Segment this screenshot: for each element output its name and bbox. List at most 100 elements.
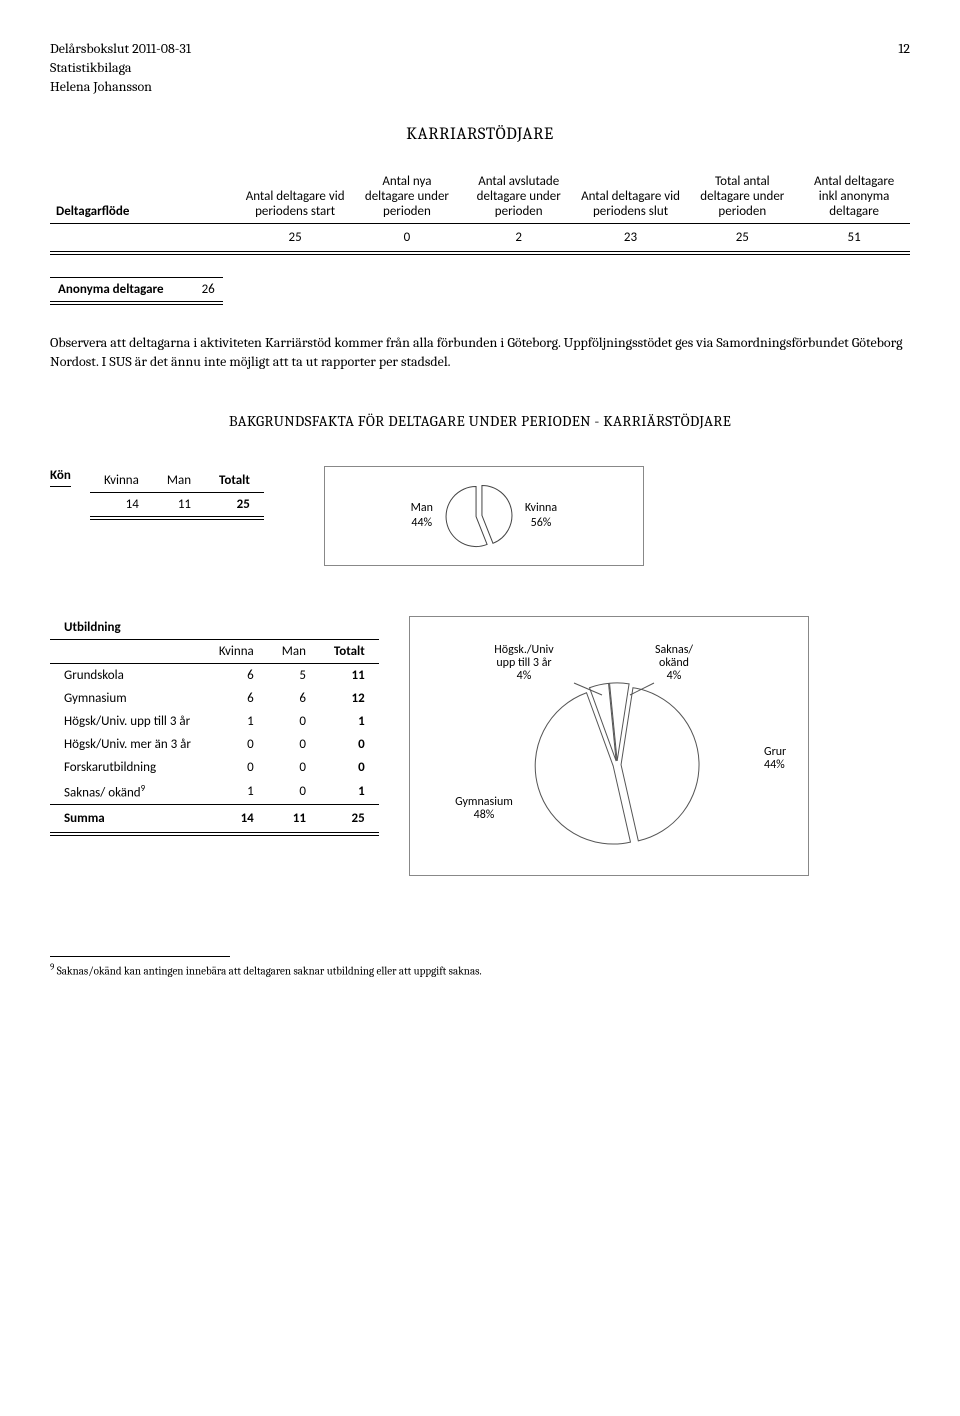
flow-table: Deltagarflöde Antal deltagare vid period…: [50, 170, 910, 255]
kon-table-wrap: Kön Kvinna Man Totalt 14 11 25: [50, 466, 264, 520]
utb-cell: 12: [320, 687, 379, 710]
utb-table-wrap: Utbildning Kvinna Man Totalt Grundskola6…: [50, 616, 379, 836]
utb-cell: 0: [320, 756, 379, 779]
utb-row-label: Saknas/ okänd9: [50, 779, 205, 805]
utb-cell: 1: [320, 779, 379, 805]
kon-pie-svg: [441, 482, 517, 550]
pie-slice: [482, 485, 512, 543]
utb-cell: 1: [205, 779, 268, 805]
utb-row-label: Forskarutbildning: [50, 756, 205, 779]
pie-label: Högsk./Univ: [494, 643, 554, 657]
pie-label: 48%: [473, 808, 494, 822]
page-header: Delårsbokslut 2011-08-31 Statistikbilaga…: [50, 40, 910, 97]
anon-value: 26: [172, 277, 223, 303]
kon-v0: 14: [90, 492, 153, 518]
header-line2: Statistikbilaga: [50, 59, 191, 78]
pie-label: Saknas/: [655, 643, 693, 657]
footnote-ref: 9: [141, 783, 146, 794]
utb-cell: 0: [268, 779, 320, 805]
kon-row: Kön Kvinna Man Totalt 14 11 25 Man44% Kvi…: [50, 466, 910, 566]
pie-label: okänd: [659, 656, 689, 670]
body-paragraph: Observera att deltagarna i aktiviteten K…: [50, 333, 910, 372]
flow-col-3: Antal deltagare vid periodens slut: [575, 170, 687, 224]
page-number: 12: [898, 40, 910, 97]
flow-col-5: Antal deltagare inkl anonyma deltagare: [798, 170, 910, 224]
pie-label-man: Man44%: [411, 501, 433, 530]
pie-label: Gymnasium: [455, 795, 513, 809]
footnote-rule: [50, 956, 230, 957]
anon-row: Anonyma deltagare 26: [50, 277, 223, 303]
footnote-text: Saknas/okänd kan antingen innebära att d…: [57, 965, 482, 978]
pie-slice: [446, 486, 487, 546]
flow-val-4: 25: [686, 223, 798, 253]
flow-col-2: Antal avslutade deltagare under perioden: [463, 170, 575, 224]
kon-chart-box: Man44% Kvinna56%: [324, 466, 644, 566]
utb-h3: Totalt: [320, 639, 379, 663]
flow-row-label: Deltagarflöde: [50, 170, 239, 224]
utb-cell: 1: [320, 710, 379, 733]
utb-h2: Man: [268, 639, 320, 663]
flow-val-2: 2: [463, 223, 575, 253]
main-title: KARRIARSTÖDJARE: [50, 125, 910, 144]
anon-label: Anonyma deltagare: [50, 277, 172, 303]
flow-val-5: 51: [798, 223, 910, 253]
flow-col-4: Total antal deltagare under perioden: [686, 170, 798, 224]
utb-h1: Kvinna: [205, 639, 268, 663]
pie-label: Grundskola: [764, 745, 786, 759]
utb-sum-m: 11: [268, 805, 320, 835]
pie-label: 4%: [516, 669, 531, 683]
utb-sum-label: Summa: [50, 805, 205, 835]
utb-cell: 0: [268, 710, 320, 733]
flow-val-0: 25: [239, 223, 351, 253]
utb-sum-t: 25: [320, 805, 379, 835]
flow-val-1: 0: [351, 223, 463, 253]
section-title: BAKGRUNDSFAKTA FÖR DELTAGARE UNDER PERIO…: [50, 412, 910, 430]
utb-sum-k: 14: [205, 805, 268, 835]
utb-h0: [50, 639, 205, 663]
header-line1: Delårsbokslut 2011-08-31: [50, 40, 191, 59]
anon-table: Anonyma deltagare 26: [50, 277, 223, 305]
utb-row-label: Högsk/Univ. upp till 3 år: [50, 710, 205, 733]
utb-cell: 1: [205, 710, 268, 733]
utb-cell: 0: [205, 756, 268, 779]
pie-label: 44%: [764, 758, 785, 772]
utb-row-label: Grundskola: [50, 663, 205, 687]
pie-slice: [621, 688, 699, 841]
flow-col-0: Antal deltagare vid periodens start: [239, 170, 351, 224]
utb-cell: 5: [268, 663, 320, 687]
utb-caption: Utbildning: [50, 616, 205, 640]
table-row: Gymnasium6612: [50, 687, 379, 710]
utb-cell: 0: [268, 756, 320, 779]
utb-cell: 6: [205, 687, 268, 710]
table-row: Saknas/ okänd9101: [50, 779, 379, 805]
flow-empty: [50, 223, 239, 253]
utbildning-table: Utbildning Kvinna Man Totalt Grundskola6…: [50, 616, 379, 836]
pie-label: 4%: [666, 669, 681, 683]
table-row: Högsk/Univ. upp till 3 år101: [50, 710, 379, 733]
kon-v2: 25: [205, 492, 264, 518]
utbildning-pie-chart: Högsk./Univupp till 3 år4%Saknas/okänd4%…: [434, 635, 784, 857]
kon-pie-chart: Man44% Kvinna56%: [349, 485, 619, 547]
table-row: Forskarutbildning000: [50, 756, 379, 779]
flow-values-row: 25 0 2 23 25 51: [50, 223, 910, 253]
pie-label-kvinna: Kvinna56%: [525, 501, 557, 530]
utb-cell: 0: [268, 733, 320, 756]
utb-row-label: Gymnasium: [50, 687, 205, 710]
kon-h2: Totalt: [205, 469, 264, 493]
utbildning-row: Utbildning Kvinna Man Totalt Grundskola6…: [50, 616, 910, 876]
header-left: Delårsbokslut 2011-08-31 Statistikbilaga…: [50, 40, 191, 97]
footnote-marker: 9: [50, 963, 54, 973]
flow-col-1: Antal nya deltagare under perioden: [351, 170, 463, 224]
utb-cell: 6: [268, 687, 320, 710]
utb-cell: 6: [205, 663, 268, 687]
utb-cell: 0: [320, 733, 379, 756]
table-row: Högsk/Univ. mer än 3 år000: [50, 733, 379, 756]
header-row: Delårsbokslut 2011-08-31 Statistikbilaga…: [50, 40, 910, 97]
kon-table: Kvinna Man Totalt 14 11 25: [90, 469, 264, 520]
flow-header-row: Deltagarflöde Antal deltagare vid period…: [50, 170, 910, 224]
utb-cell: 0: [205, 733, 268, 756]
kon-h1: Man: [153, 469, 205, 493]
utb-cell: 11: [320, 663, 379, 687]
table-row: Grundskola6511: [50, 663, 379, 687]
utb-row-label: Högsk/Univ. mer än 3 år: [50, 733, 205, 756]
